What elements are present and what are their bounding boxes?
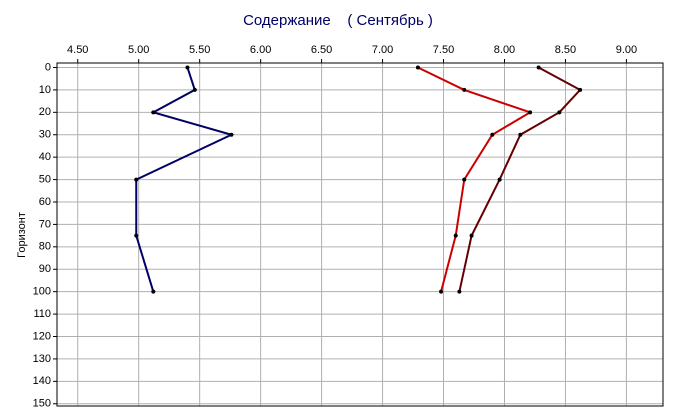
y-tick-label: 70 — [39, 218, 51, 230]
y-tick-label: 10 — [39, 84, 51, 96]
y-tick-label: 90 — [39, 263, 51, 275]
point — [518, 132, 523, 137]
y-tick-label: 120 — [33, 330, 51, 342]
y-tick-label: 130 — [33, 353, 51, 365]
point — [134, 177, 139, 182]
plot-frame — [56, 62, 664, 407]
x-tick-label: 7.50 — [433, 44, 454, 56]
x-tick-label: 6.50 — [311, 44, 332, 56]
y-tick-label: 50 — [39, 173, 51, 185]
x-tick-label: 8.00 — [494, 44, 515, 56]
x-tick-label: 8.50 — [555, 44, 576, 56]
point — [528, 110, 533, 115]
y-tick-label: 110 — [33, 308, 51, 320]
y-tick-label: 100 — [33, 286, 51, 298]
point — [462, 87, 467, 92]
x-tick-label: 9.00 — [616, 44, 637, 56]
x-tick-label: 5.50 — [189, 44, 210, 56]
point — [457, 289, 462, 294]
point — [439, 289, 444, 294]
chart-title: Содержание ( Сентябрь ) — [243, 12, 433, 29]
y-tick-label: 150 — [33, 398, 51, 410]
point — [490, 132, 495, 137]
point — [134, 233, 139, 238]
point — [453, 233, 458, 238]
y-tick-label: 30 — [39, 129, 51, 141]
y-tick-label: 60 — [39, 196, 51, 208]
point — [229, 132, 234, 137]
x-tick-label: 5.00 — [128, 44, 149, 56]
y-tick-label: 40 — [39, 151, 51, 163]
point — [462, 177, 467, 182]
point — [578, 87, 583, 92]
point — [151, 110, 156, 115]
point — [151, 289, 156, 294]
point — [557, 110, 562, 115]
point — [192, 87, 197, 92]
point — [469, 233, 474, 238]
point — [415, 65, 420, 70]
point — [536, 65, 541, 70]
y-axis-label: Горизонт — [16, 212, 28, 258]
x-tick-label: 4.50 — [67, 44, 88, 56]
y-tick-label: 80 — [39, 241, 51, 253]
y-tick-label: 140 — [33, 375, 51, 387]
point — [497, 177, 502, 182]
x-tick-label: 6.00 — [250, 44, 271, 56]
point — [185, 65, 190, 70]
y-tick-label: 20 — [39, 106, 51, 118]
x-tick-label: 7.00 — [372, 44, 393, 56]
y-tick-label: 0 — [45, 61, 51, 73]
